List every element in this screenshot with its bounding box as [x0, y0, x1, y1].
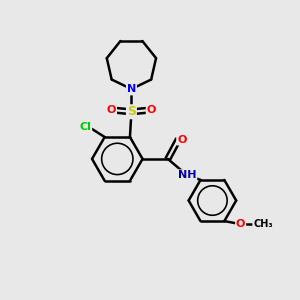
- Text: N: N: [127, 85, 136, 94]
- Text: O: O: [107, 105, 116, 115]
- Text: Cl: Cl: [80, 122, 91, 132]
- Text: O: O: [236, 219, 245, 229]
- Text: NH: NH: [178, 170, 196, 180]
- Text: O: O: [177, 135, 187, 145]
- Text: CH₃: CH₃: [253, 219, 273, 229]
- Text: O: O: [147, 105, 156, 115]
- Text: S: S: [127, 105, 136, 118]
